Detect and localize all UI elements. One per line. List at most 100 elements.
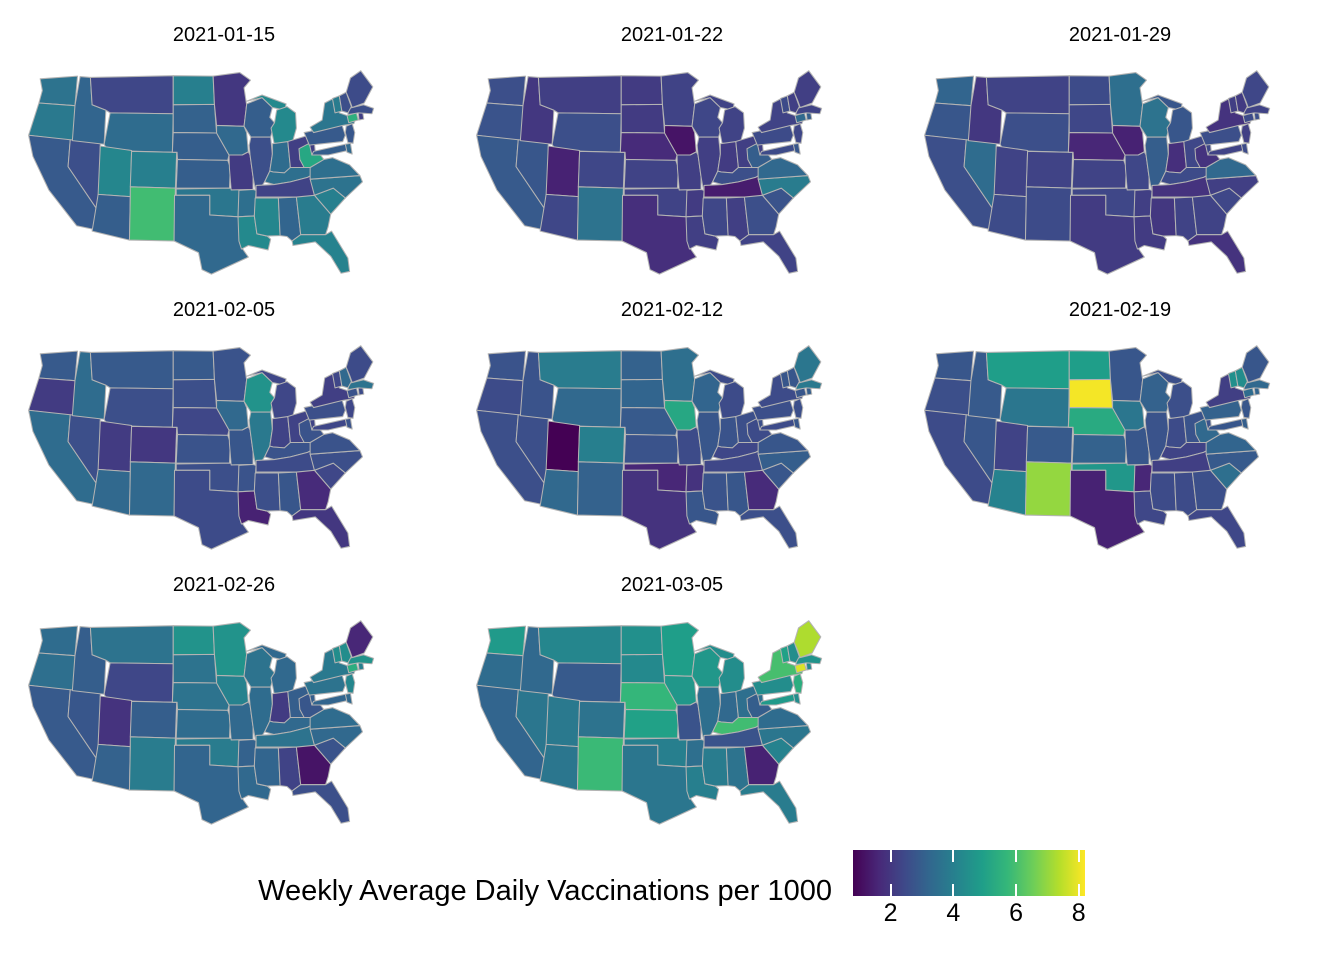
- state-MD: [1207, 143, 1245, 156]
- state-MO: [1124, 426, 1150, 466]
- legend-tick-mark: [889, 850, 892, 862]
- state-WA: [38, 625, 79, 657]
- state-MA: [347, 104, 375, 116]
- legend-tick-mark: [1015, 850, 1018, 862]
- state-MT: [89, 625, 174, 665]
- state-NH: [338, 91, 352, 114]
- facet-title: 2021-02-26: [172, 574, 276, 596]
- state-NJ: [344, 673, 356, 694]
- state-AR: [685, 188, 705, 218]
- facet-title: 2021-02-12: [620, 299, 724, 321]
- state-WV: [746, 142, 773, 169]
- state-DE: [344, 142, 353, 155]
- state-AZ: [539, 468, 579, 516]
- state-SD: [172, 653, 218, 684]
- state-AR: [237, 463, 257, 493]
- state-NH: [786, 91, 800, 114]
- state-WY: [551, 387, 622, 428]
- state-WA: [38, 75, 79, 107]
- state-KS: [1071, 158, 1127, 189]
- state-NY: [1205, 372, 1253, 409]
- state-WA: [38, 350, 79, 382]
- state-MA: [347, 654, 375, 666]
- state-MT: [89, 75, 174, 115]
- state-IN: [717, 690, 739, 724]
- state-MT: [985, 350, 1070, 390]
- state-MT: [537, 75, 622, 115]
- state-MD: [311, 418, 349, 431]
- facet-title: 2021-01-29: [1068, 24, 1172, 46]
- state-CO: [577, 700, 626, 739]
- us-map: [8, 335, 420, 559]
- state-MA: [795, 654, 823, 666]
- state-NM: [576, 186, 624, 242]
- state-CO: [577, 150, 626, 189]
- legend-colorbar: [853, 850, 1085, 896]
- state-WY: [103, 662, 174, 703]
- state-MI: [1166, 106, 1193, 144]
- facet-7: 2021-02-26: [0, 550, 448, 825]
- legend-tick-labels: 2 4 6 8: [853, 899, 1086, 929]
- state-MD: [759, 418, 797, 431]
- us-map: [456, 60, 868, 284]
- state-CO: [129, 700, 178, 739]
- state-NM: [1024, 461, 1072, 517]
- state-AZ: [987, 468, 1027, 516]
- state-KS: [175, 158, 231, 189]
- state-KS: [1071, 433, 1127, 464]
- state-NY: [757, 97, 805, 134]
- state-DE: [792, 417, 801, 430]
- state-NM: [576, 461, 624, 517]
- state-WV: [298, 692, 325, 719]
- state-MO: [676, 426, 702, 466]
- legend-tick: 4: [946, 899, 961, 927]
- state-WV: [1194, 417, 1221, 444]
- state-KS: [623, 708, 679, 739]
- state-MT: [89, 350, 174, 390]
- state-UT: [97, 420, 133, 473]
- state-NJ: [344, 398, 356, 419]
- state-ND: [1068, 350, 1111, 381]
- state-WV: [746, 692, 773, 719]
- state-DE: [344, 417, 353, 430]
- state-ME: [793, 345, 822, 384]
- state-FL: [1187, 505, 1247, 549]
- state-OR: [924, 377, 974, 417]
- legend-title: Weekly Average Daily Vaccinations per 10…: [258, 875, 832, 907]
- state-WV: [298, 142, 325, 169]
- state-WA: [486, 350, 527, 382]
- state-SD: [172, 103, 218, 134]
- facet-6: 2021-02-19: [896, 275, 1344, 550]
- state-KS: [623, 158, 679, 189]
- state-NM: [128, 736, 176, 792]
- state-FL: [291, 505, 351, 549]
- state-FL: [291, 780, 351, 824]
- state-ND: [1068, 75, 1111, 106]
- state-NJ: [792, 123, 804, 144]
- state-AR: [1133, 188, 1153, 218]
- facet-1: 2021-01-15: [0, 0, 448, 275]
- state-AR: [685, 463, 705, 493]
- state-ND: [172, 75, 215, 106]
- state-FL: [291, 230, 351, 274]
- state-CO: [129, 150, 178, 189]
- state-DE: [792, 692, 801, 705]
- legend-tick-mark: [952, 850, 955, 862]
- state-AR: [1133, 463, 1153, 493]
- state-NH: [338, 641, 352, 664]
- state-WA: [934, 350, 975, 382]
- facet-title: 2021-02-19: [1068, 299, 1172, 321]
- state-MO: [228, 701, 254, 741]
- state-ME: [345, 70, 374, 109]
- state-IN: [269, 140, 291, 174]
- us-map: [8, 60, 420, 284]
- state-IN: [717, 140, 739, 174]
- state-OR: [476, 377, 526, 417]
- state-NM: [1024, 186, 1072, 242]
- state-NY: [309, 372, 357, 409]
- state-ND: [620, 350, 663, 381]
- us-map: [456, 335, 868, 559]
- state-WA: [934, 75, 975, 107]
- state-MI: [718, 381, 745, 419]
- state-MD: [1207, 418, 1245, 431]
